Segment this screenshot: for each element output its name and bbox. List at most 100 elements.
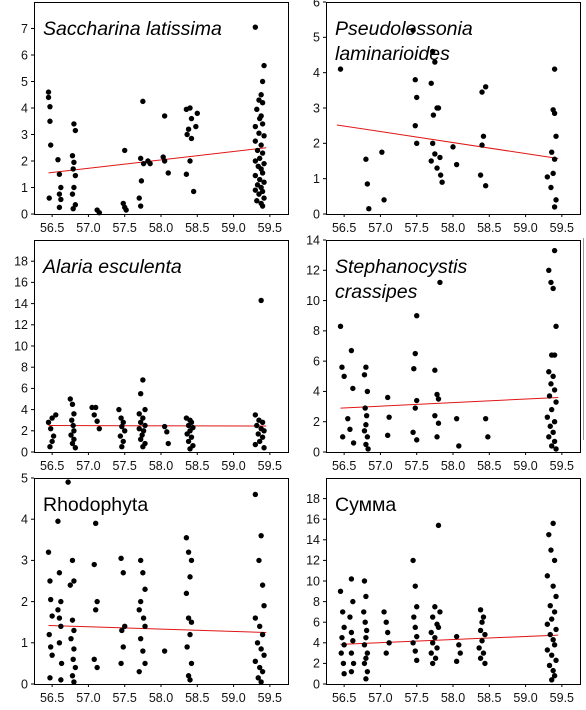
data-point <box>252 441 259 448</box>
data-point <box>259 668 266 675</box>
data-point <box>350 660 357 667</box>
data-point <box>428 650 434 656</box>
data-point <box>453 658 460 665</box>
y-tick-label: 10 <box>306 294 320 308</box>
data-point <box>137 203 144 209</box>
data-point <box>337 588 344 594</box>
panel-title: Сумма <box>335 494 396 516</box>
data-point <box>553 323 559 330</box>
data-point <box>435 396 442 402</box>
x-tick-label: 57.5 <box>405 691 429 705</box>
data-point <box>255 675 261 681</box>
data-point <box>147 160 153 167</box>
y-tick-label: 4 <box>313 66 320 80</box>
data-point <box>96 425 103 432</box>
data-point <box>193 123 199 130</box>
data-point <box>412 122 418 129</box>
data-point <box>46 195 52 201</box>
data-point <box>116 406 122 413</box>
data-point <box>259 150 266 156</box>
x-tick-label: 58.5 <box>477 221 501 235</box>
data-point <box>49 415 55 421</box>
y-tick-label: 2 <box>21 595 28 609</box>
data-point <box>256 557 262 564</box>
panel-title: Saccharina latissima <box>43 18 222 40</box>
data-point <box>429 640 436 646</box>
data-point <box>91 561 97 568</box>
data-point <box>544 647 551 653</box>
y-tick-label: 6 <box>313 0 320 9</box>
data-point <box>482 415 489 422</box>
data-point <box>259 419 266 426</box>
data-point <box>122 623 128 630</box>
data-point <box>256 115 263 122</box>
data-point <box>429 48 436 55</box>
x-tick-label: 58.0 <box>441 691 465 705</box>
data-point <box>479 89 485 95</box>
data-point <box>120 570 126 576</box>
panel-title-line: crassipes <box>335 281 418 303</box>
data-point <box>550 285 556 292</box>
data-point <box>432 655 439 661</box>
data-point <box>72 445 79 451</box>
data-point <box>194 110 200 117</box>
y-tick-label: 2 <box>313 415 320 429</box>
data-point <box>67 396 73 402</box>
data-point <box>259 170 266 176</box>
data-point <box>252 24 259 30</box>
data-point <box>45 94 52 101</box>
y-tick-label: 7 <box>21 22 28 36</box>
data-point <box>184 131 190 138</box>
data-point <box>119 444 125 450</box>
data-point <box>71 159 77 166</box>
data-point <box>437 279 443 286</box>
data-point <box>479 619 485 625</box>
data-point <box>136 195 142 201</box>
data-point <box>254 640 261 646</box>
data-point <box>261 428 267 434</box>
data-point <box>261 160 267 167</box>
data-point <box>386 414 392 420</box>
x-tick-label: 58.5 <box>477 459 501 473</box>
data-point <box>551 352 558 358</box>
data-point <box>137 391 144 397</box>
data-point <box>381 609 387 615</box>
data-point <box>187 677 193 683</box>
data-point <box>69 401 76 407</box>
data-point <box>544 414 551 420</box>
data-point <box>120 644 126 650</box>
y-tick-label: 6 <box>313 354 320 368</box>
data-point <box>256 623 263 630</box>
data-point <box>142 586 148 592</box>
data-point <box>412 405 418 411</box>
x-tick-label: 58.0 <box>149 691 173 705</box>
data-point <box>384 394 391 401</box>
x-tick-label: 58.0 <box>441 459 465 473</box>
y-tick-label: 16 <box>14 276 28 290</box>
data-point <box>58 623 64 630</box>
data-point <box>256 130 262 136</box>
panel-title: Rhodophyta <box>43 494 148 516</box>
data-point <box>56 615 63 621</box>
data-point <box>412 583 418 589</box>
data-point <box>254 106 260 113</box>
y-tick-label: 14 <box>306 533 320 547</box>
data-point <box>414 94 420 101</box>
y-tick-label: 5 <box>21 471 28 485</box>
data-point <box>364 434 371 440</box>
data-point <box>453 415 460 422</box>
data-point <box>435 420 442 426</box>
x-tick-label: 57.5 <box>113 221 137 235</box>
data-point <box>254 422 260 429</box>
data-point <box>341 642 347 648</box>
data-point <box>188 619 195 625</box>
y-tick-label: 8 <box>313 595 320 609</box>
data-point <box>551 557 558 564</box>
chart-panel-6: 0 2 4 6 8 10 12 14 16 18 56.5 57.0 57.5 58.0 58.5 59.0 5… <box>306 478 581 705</box>
panel-title-line: Rhodophyta <box>43 494 148 516</box>
y-tick-label: 12 <box>306 554 320 568</box>
data-point <box>140 98 146 105</box>
data-point <box>56 171 63 177</box>
data-point <box>49 652 55 658</box>
